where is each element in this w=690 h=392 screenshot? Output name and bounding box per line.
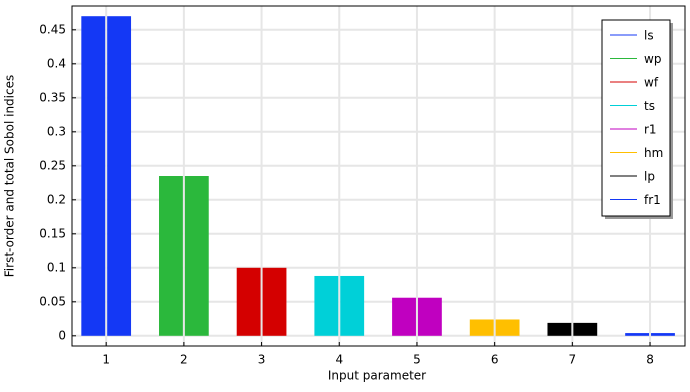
bar [469, 319, 494, 336]
legend-label: ls [644, 29, 654, 43]
bar [573, 322, 598, 336]
bar [417, 297, 442, 336]
bar [107, 16, 132, 336]
bar [314, 275, 339, 336]
legend-label: wp [644, 52, 661, 66]
legend: ls wp wf ts r1 hm lp fr1 [601, 19, 673, 219]
x-tick-label: 1 [102, 353, 110, 367]
x-tick-label: 8 [646, 353, 654, 367]
bar [392, 297, 416, 336]
y-tick-label: 0.2 [47, 192, 66, 206]
plot-frame [71, 5, 686, 347]
legend-label: wf [644, 76, 659, 90]
y-tick-label: 0.4 [47, 56, 66, 70]
legend-box [601, 19, 671, 217]
bar [262, 267, 287, 336]
bar [625, 333, 650, 336]
bar [340, 275, 365, 336]
bar [651, 333, 675, 336]
y-tick-label: 0.35 [39, 90, 66, 104]
legend-label: hm [644, 146, 663, 160]
bar [159, 176, 183, 336]
x-axis-label: Input parameter [328, 369, 426, 383]
bar [547, 322, 572, 336]
y-tick-label: 0.25 [39, 158, 66, 172]
y-tick-label: 0.15 [39, 226, 66, 240]
y-axis-label: First-order and total Sobol indices [3, 75, 17, 277]
bar [184, 176, 209, 336]
x-tick-label: 7 [569, 353, 577, 367]
y-tick-label: 0.45 [39, 22, 66, 36]
bar [495, 319, 520, 336]
legend-label: ts [644, 99, 655, 113]
x-tick-label: 4 [335, 353, 343, 367]
y-tick-label: 0.1 [47, 260, 66, 274]
x-tick-label: 5 [413, 353, 421, 367]
legend-label: fr1 [644, 193, 661, 207]
x-tick-label: 2 [180, 353, 188, 367]
y-tick-label: 0.05 [39, 294, 66, 308]
y-tick-label: 0.3 [47, 124, 66, 138]
legend-label: r1 [644, 123, 657, 137]
bar [236, 267, 261, 336]
legend-label: lp [644, 170, 655, 184]
x-tick-label: 6 [491, 353, 499, 367]
bar [81, 16, 106, 336]
x-tick-label: 3 [258, 353, 266, 367]
y-tick-label: 0 [58, 328, 66, 342]
